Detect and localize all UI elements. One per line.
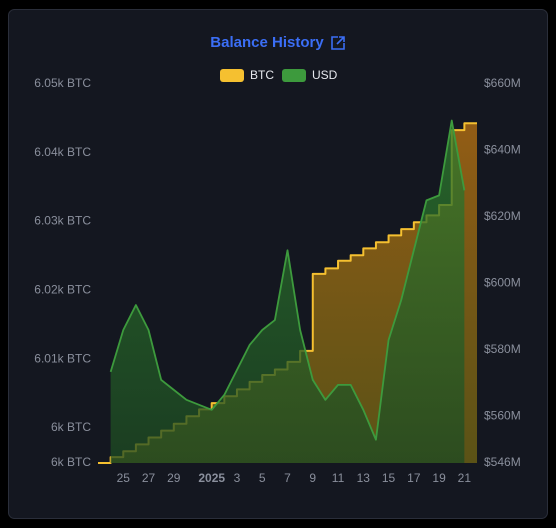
x-tick-label: 9 (309, 471, 316, 485)
chart-title[interactable]: Balance History (210, 34, 324, 51)
y2-tick-label: $640M (484, 143, 521, 157)
x-tick-label: 2025 (198, 471, 225, 485)
x-tick-label: 7 (284, 471, 291, 485)
x-tick-label: 25 (117, 471, 131, 485)
x-tick-label: 3 (234, 471, 241, 485)
y-tick-label: 6.05k BTC (34, 76, 91, 90)
series-area (110, 120, 465, 463)
y-tick-label: 6.01k BTC (34, 351, 91, 365)
external-link-icon[interactable] (331, 36, 345, 50)
y-tick-label: 6k BTC (51, 420, 91, 434)
y2-tick-label: $580M (484, 342, 521, 356)
x-tick-label: 17 (407, 471, 421, 485)
y2-tick-label: $620M (484, 209, 521, 223)
series-area (98, 123, 477, 463)
series-line (109, 119, 466, 441)
legend-swatch[interactable] (282, 69, 306, 82)
x-tick-label: 15 (382, 471, 396, 485)
x-tick-label: 11 (332, 471, 345, 485)
y2-tick-label: $546M (484, 455, 521, 469)
x-tick-label: 21 (458, 471, 472, 485)
y2-tick-label: $560M (484, 409, 521, 423)
x-tick-label: 5 (259, 471, 266, 485)
y-tick-label: 6.02k BTC (34, 283, 91, 297)
x-tick-label: 29 (167, 471, 181, 485)
y2-tick-label: $600M (484, 276, 521, 290)
legend-swatch[interactable] (220, 69, 244, 82)
legend-label[interactable]: BTC (250, 68, 274, 82)
x-tick-label: 27 (142, 471, 156, 485)
x-tick-label: 13 (357, 471, 371, 485)
y-tick-label: 6.03k BTC (34, 214, 91, 228)
y-tick-label: 6.04k BTC (34, 145, 91, 159)
y-tick-label: 6k BTC (51, 455, 91, 469)
x-tick-label: 19 (432, 471, 446, 485)
legend-label[interactable]: USD (312, 68, 338, 82)
y2-tick-label: $660M (484, 76, 521, 90)
